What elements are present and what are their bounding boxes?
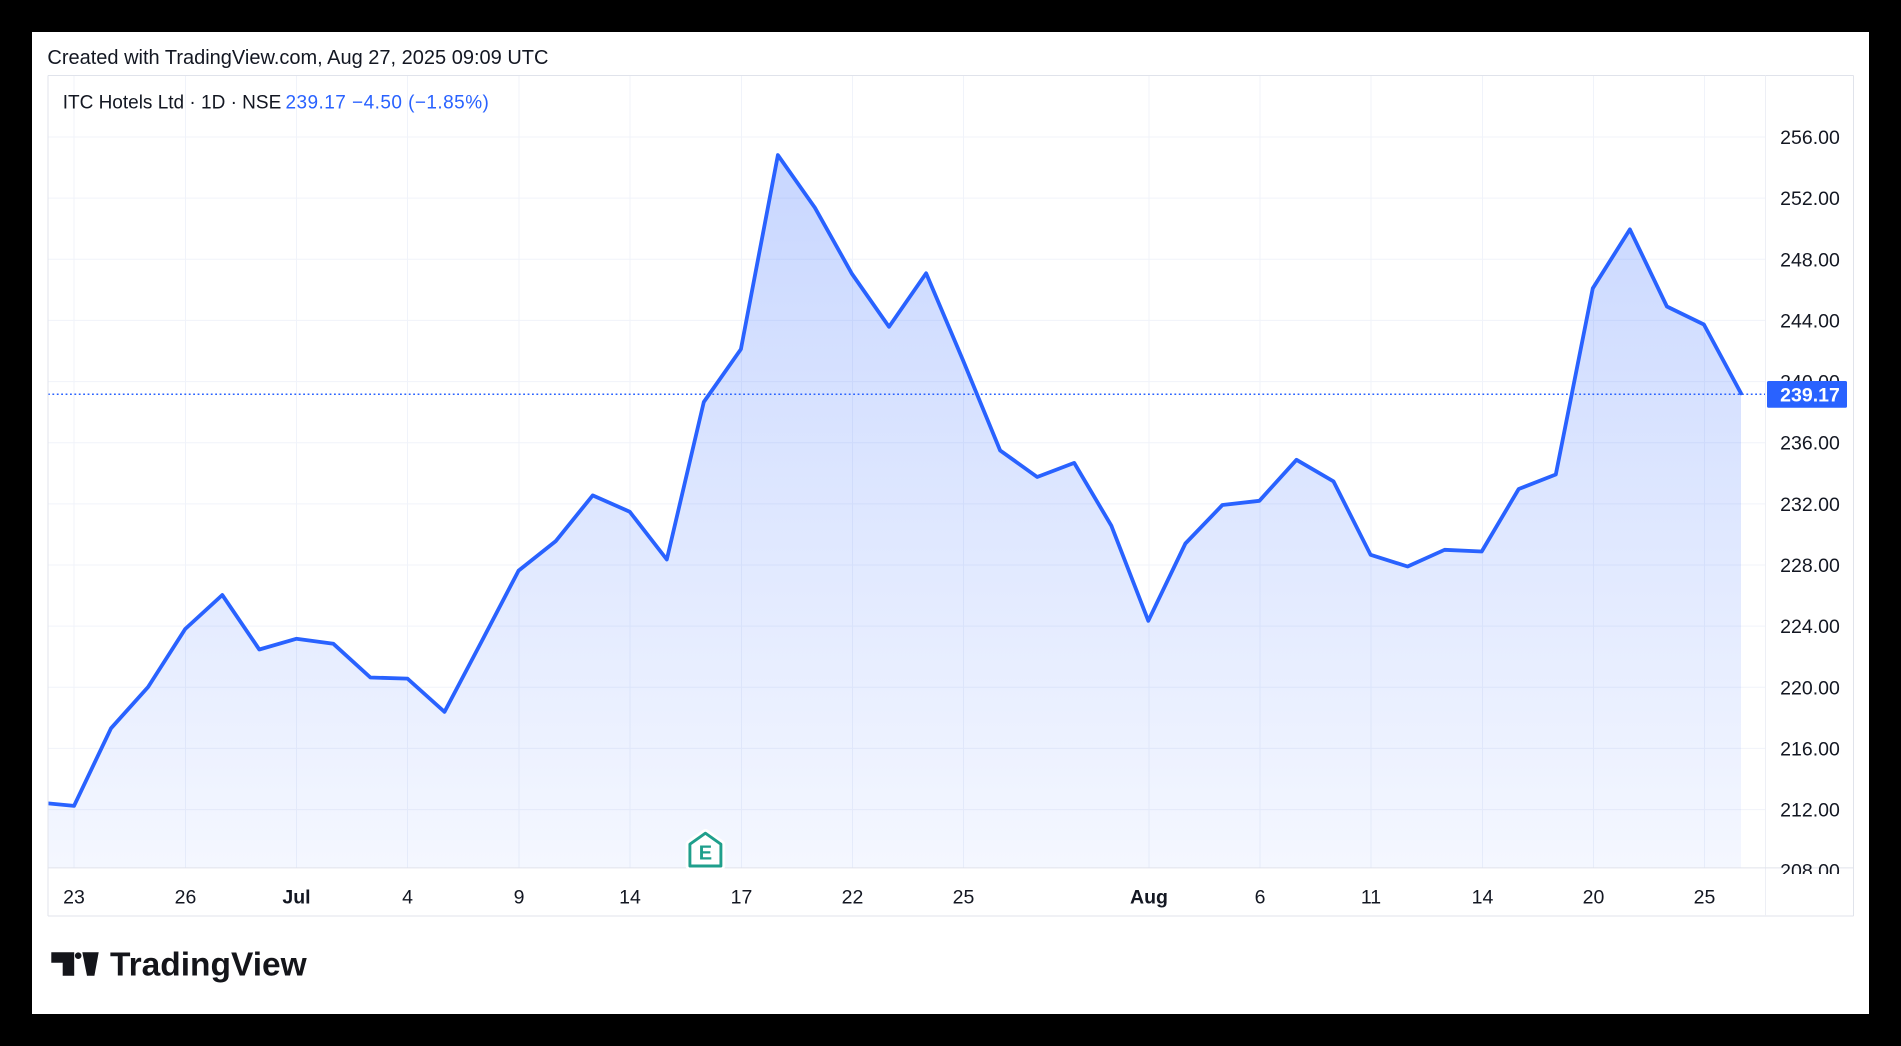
svg-text:9: 9 [514, 886, 525, 908]
svg-text:25: 25 [1694, 886, 1716, 908]
svg-text:Created with TradingView.com,: Created with TradingView.com, Aug 27, 20… [47, 47, 548, 69]
svg-text:Jul: Jul [282, 886, 310, 908]
svg-text:Aug: Aug [1130, 886, 1168, 908]
svg-text:17: 17 [731, 886, 753, 908]
svg-text:20: 20 [1583, 886, 1605, 908]
svg-text:26: 26 [175, 886, 197, 908]
svg-text:220.00: 220.00 [1780, 677, 1840, 699]
svg-text:25: 25 [953, 886, 975, 908]
svg-text:TradingView: TradingView [110, 947, 308, 984]
svg-text:232.00: 232.00 [1780, 494, 1840, 516]
svg-text:248.00: 248.00 [1780, 249, 1840, 271]
svg-text:256.00: 256.00 [1780, 127, 1840, 149]
svg-text:E: E [699, 843, 712, 865]
svg-text:208.00: 208.00 [1780, 861, 1840, 883]
svg-text:ITC Hotels Ltd · 1D · NSE: ITC Hotels Ltd · 1D · NSE [63, 92, 282, 113]
svg-text:216.00: 216.00 [1780, 738, 1840, 760]
svg-text:6: 6 [1255, 886, 1266, 908]
svg-text:228.00: 228.00 [1780, 555, 1840, 577]
svg-text:4: 4 [402, 886, 413, 908]
svg-text:14: 14 [619, 886, 641, 908]
svg-text:236.00: 236.00 [1780, 433, 1840, 455]
svg-text:224.00: 224.00 [1780, 616, 1840, 638]
svg-text:22: 22 [842, 886, 864, 908]
svg-text:239.17 −4.50 (−1.85%): 239.17 −4.50 (−1.85%) [286, 92, 490, 113]
svg-text:252.00: 252.00 [1780, 188, 1840, 210]
svg-text:239.17: 239.17 [1780, 384, 1840, 406]
svg-text:11: 11 [1361, 886, 1381, 908]
svg-text:14: 14 [1472, 886, 1494, 908]
svg-text:23: 23 [63, 886, 85, 908]
svg-text:212.00: 212.00 [1780, 800, 1840, 822]
svg-text:244.00: 244.00 [1780, 310, 1840, 332]
